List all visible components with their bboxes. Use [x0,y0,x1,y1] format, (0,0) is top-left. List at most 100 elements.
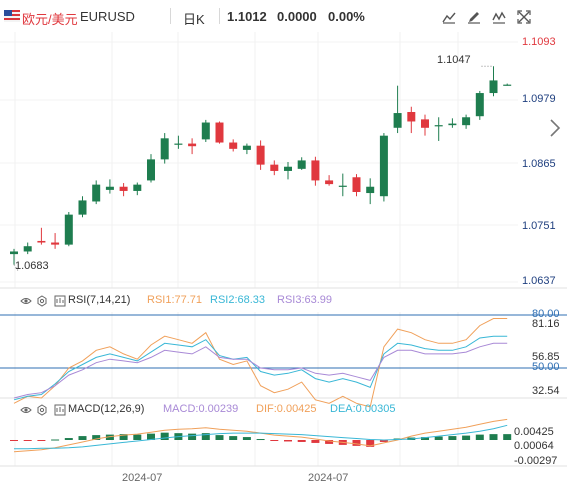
rsi1-line [13,318,508,408]
indicator-button[interactable] [490,8,508,26]
macd-axis-label: 0.00425 [514,426,554,438]
candle-body [352,177,361,192]
rsi-axis-label: 50.00 [532,361,560,373]
macd-histogram-bar [311,440,320,443]
low-price-marker: 1.0683 [15,260,49,272]
candle-body [78,200,87,215]
settings-icon[interactable] [36,404,48,416]
macd-axis-label: -0.00297 [514,455,558,467]
candle-body [105,186,114,190]
time-axis-label: 2024-07 [122,472,163,484]
price-change: 0.0000 [277,9,317,24]
candle-body [297,160,306,169]
indicator-box-icon[interactable] [54,295,66,307]
price-axis-label: 1.0637 [522,275,556,287]
rsi1-value: RSI1:77.71 [147,294,203,306]
pair-code[interactable]: EURUSD [80,9,135,24]
macd-histogram-bar [421,437,429,440]
macd-axis-label: 0.00064 [514,440,554,452]
eu-flag-icon [4,10,20,22]
rsi3-value: RSI3:63.99 [277,294,333,306]
rsi2-value: RSI2:68.33 [210,294,266,306]
rsi-title: RSI(7,14,21) [68,294,131,306]
pair-name[interactable]: 欧元/美元 [22,12,78,27]
price-axis-label: 1.0979 [522,93,556,105]
macd-histogram-bar [92,435,101,440]
rsi2-line [13,335,508,401]
candle-body [503,84,512,86]
candle-body [229,142,238,149]
candle-body [92,184,101,202]
candle-body [448,123,457,126]
candle-body [51,242,60,245]
indicator-box-icon[interactable] [54,404,66,416]
eye-icon[interactable] [20,295,32,307]
compare-icon [442,12,456,24]
candle-body [160,138,169,160]
macd-histogram-bar [448,436,457,440]
macd-histogram-bar [434,436,443,440]
candle-body [462,117,471,126]
macd-histogram-bar [160,432,169,440]
macd-histogram-bar [256,439,265,441]
dif-line [13,418,508,453]
macd-histogram-bar [379,440,388,442]
candle-body [311,160,320,181]
candle-body [325,180,334,185]
rsi-axis-label: 56.85 [532,351,560,363]
macd-histogram-bar [10,440,18,441]
candle-body [421,119,429,128]
macd-histogram-bar [215,435,224,440]
time-axis-label: 2024-07 [308,472,349,484]
dif-value: DIF:0.00425 [256,403,317,415]
dea-value: DEA:0.00305 [330,403,396,415]
price-axis-label: 1.0751 [522,220,556,232]
candle-body [242,145,251,150]
macd-histogram-bar [503,434,512,440]
candle-body [23,246,32,252]
indicator-icon [492,11,506,24]
toolbar-divider [219,8,220,24]
macd-histogram-bar [352,440,361,446]
period-selector[interactable]: 日K [183,12,205,27]
macd-histogram-bar [105,434,114,440]
candle-body [215,122,224,143]
last-price: 1.1012 [227,9,267,24]
candle-body [119,186,128,191]
rsi-axis-label: 80.00 [532,308,560,320]
macd-histogram-bar [78,436,87,440]
rsi3-line [13,342,508,399]
fullscreen-button[interactable] [515,8,533,26]
candle-body [188,143,197,147]
candle-body [10,251,18,255]
candle-body [379,135,388,197]
draw-button[interactable] [465,8,483,26]
macd-histogram-bar [366,440,375,447]
rsi-series [0,314,567,408]
candle-body [37,240,46,243]
chart-toolbar: 欧元/美元 EURUSD 日K 1.1012 0.0000 0.00% [0,0,567,32]
macd-histogram-bar [297,440,306,442]
macd-histogram-bar [229,436,238,440]
candle-body [393,113,402,128]
macd-histogram-bar [51,439,60,441]
macd-value: MACD:0.00239 [163,403,239,415]
compare-button[interactable] [440,8,458,26]
candle-body [147,159,155,181]
toolbar-divider [170,8,171,24]
candle-body [338,185,347,187]
macd-histogram-bar [23,440,32,441]
collapse-arrow-icon[interactable] [548,118,562,138]
high-price-marker: 1.1047 [437,54,471,66]
fullscreen-icon [517,10,531,24]
macd-series [10,418,512,453]
macd-histogram-bar [475,434,484,440]
candle-body [64,214,73,245]
macd-histogram-bar [201,433,210,440]
settings-icon[interactable] [36,295,48,307]
eye-icon[interactable] [20,404,32,416]
macd-histogram-bar [242,437,251,440]
candle-body [284,166,292,171]
